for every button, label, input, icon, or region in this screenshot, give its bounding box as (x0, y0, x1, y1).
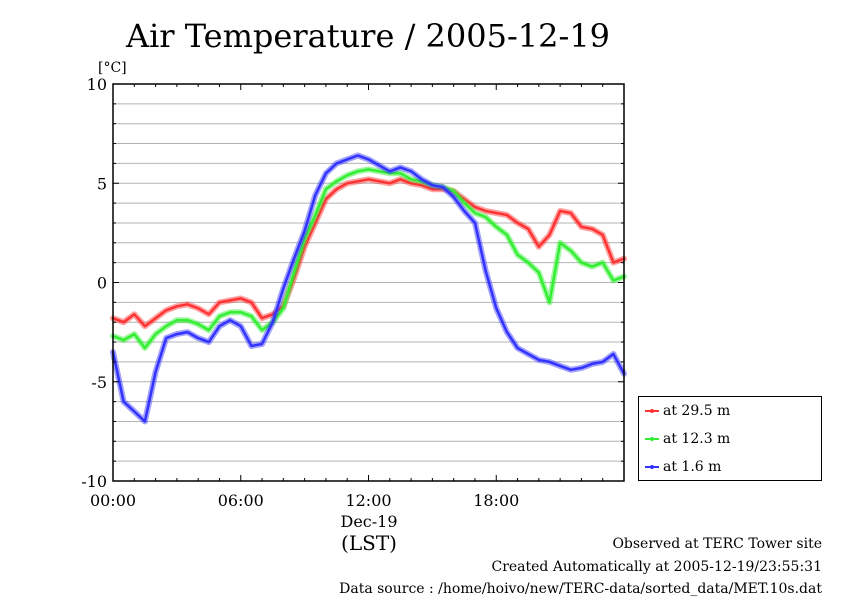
legend-item-29-5m: at 29.5 m (645, 401, 730, 421)
chart-title: Air Temperature / 2005-12-19 (125, 17, 610, 55)
series-line-0 (111, 178, 626, 328)
chart-legend: at 29.5 m at 12.3 m at 1.6 m (638, 396, 822, 481)
y-tick-label: 10 (87, 75, 107, 94)
footer-data-source: Data source : /home/hoivo/new/TERC-data/… (339, 581, 822, 597)
x-axis: 00:00 06:00 12:00 18:00 (90, 84, 625, 510)
x-tick-label: 18:00 (473, 491, 519, 510)
series-line-2 (111, 154, 626, 423)
x-tick-label: 12:00 (345, 491, 391, 510)
series-line-1 (111, 168, 626, 350)
y-tick-label: 0 (97, 274, 107, 293)
y-tick-label: -5 (91, 373, 107, 392)
legend-item-12-3m: at 12.3 m (645, 429, 730, 449)
series-layer (110, 152, 627, 425)
legend-swatch-red (645, 404, 659, 418)
legend-label: at 12.3 m (663, 431, 731, 447)
x-axis-date: Dec-19 (340, 512, 397, 531)
legend-item-1-6m: at 1.6 m (645, 457, 721, 477)
grid-lines (113, 103, 624, 462)
y-axis: 10 5 0 -5 -10 (81, 75, 624, 491)
y-tick-label: 5 (97, 174, 107, 193)
footer-observed-site: Observed at TERC Tower site (612, 536, 822, 552)
legend-label: at 1.6 m (663, 459, 722, 475)
legend-label: at 29.5 m (663, 403, 731, 419)
y-tick-label: -10 (81, 472, 107, 491)
footer-created-time: Created Automatically at 2005-12-19/23:5… (491, 559, 822, 575)
x-axis-label: (LST) (341, 531, 397, 555)
legend-swatch-green (645, 432, 659, 446)
y-axis-unit: [°C] (98, 60, 127, 76)
x-tick-label: 00:00 (90, 491, 136, 510)
legend-swatch-blue (645, 460, 659, 474)
x-tick-label: 06:00 (218, 491, 264, 510)
